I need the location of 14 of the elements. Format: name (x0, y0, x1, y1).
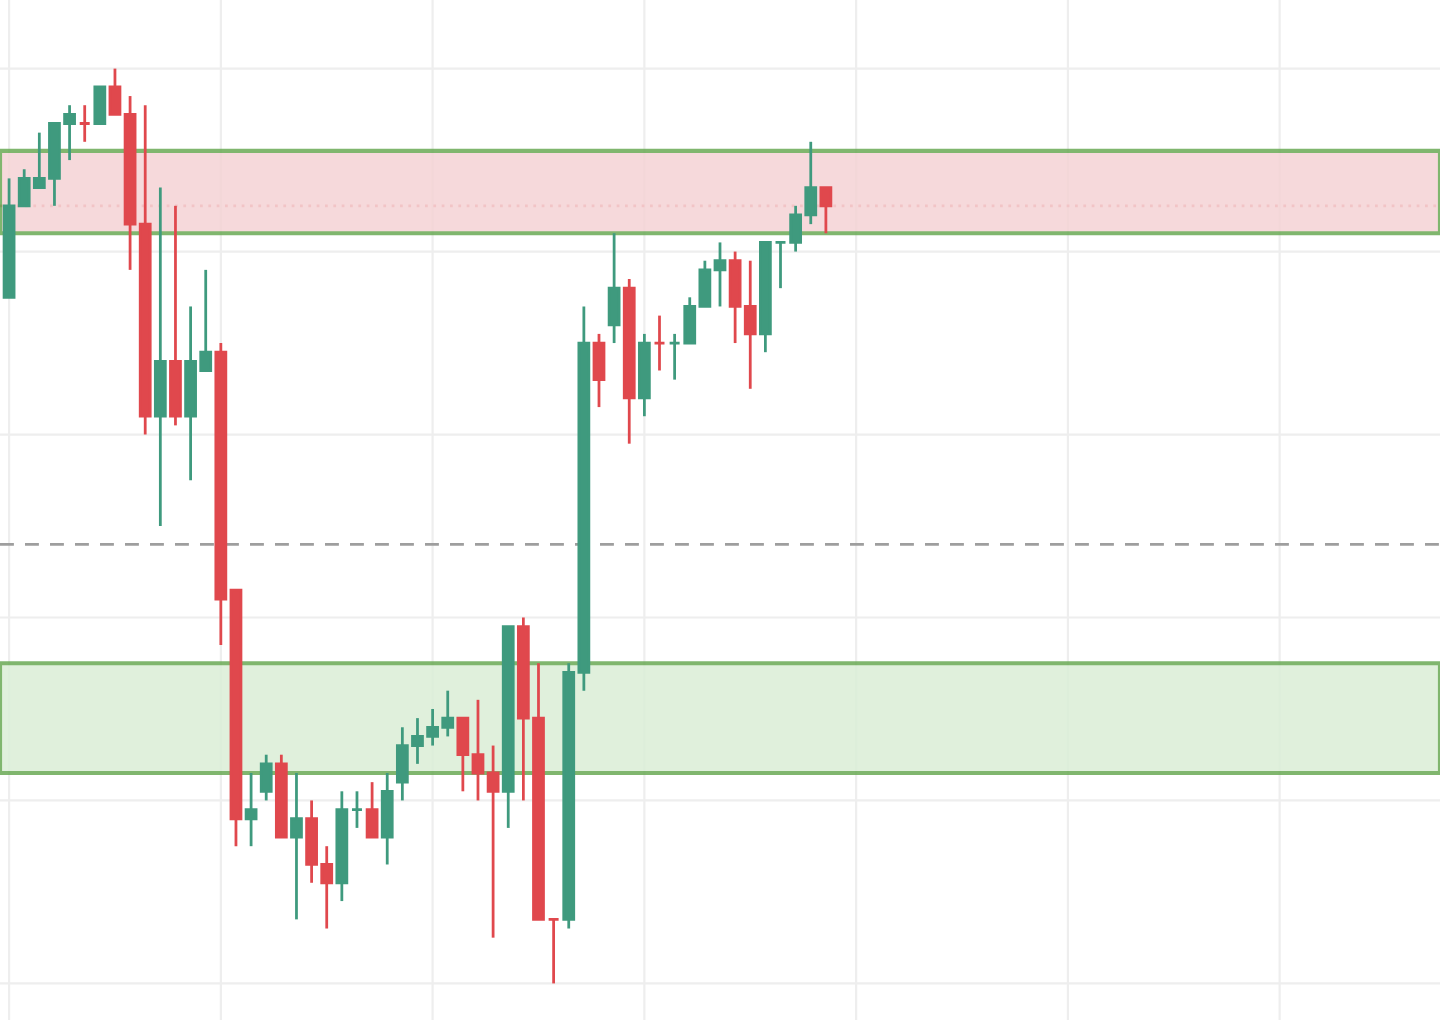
candlestick (350, 789, 364, 830)
candlestick (547, 917, 560, 985)
candlestick (78, 103, 92, 144)
candlestick (365, 780, 379, 839)
candlestick (819, 186, 833, 235)
candlestick (380, 771, 394, 866)
candlestick (653, 314, 666, 372)
candlestick (244, 771, 258, 848)
candlestick (259, 753, 273, 802)
candlestick (592, 332, 606, 409)
candlestick (774, 241, 787, 290)
candlestick (93, 85, 107, 125)
candlestick (607, 231, 621, 345)
candlestick (290, 771, 303, 921)
